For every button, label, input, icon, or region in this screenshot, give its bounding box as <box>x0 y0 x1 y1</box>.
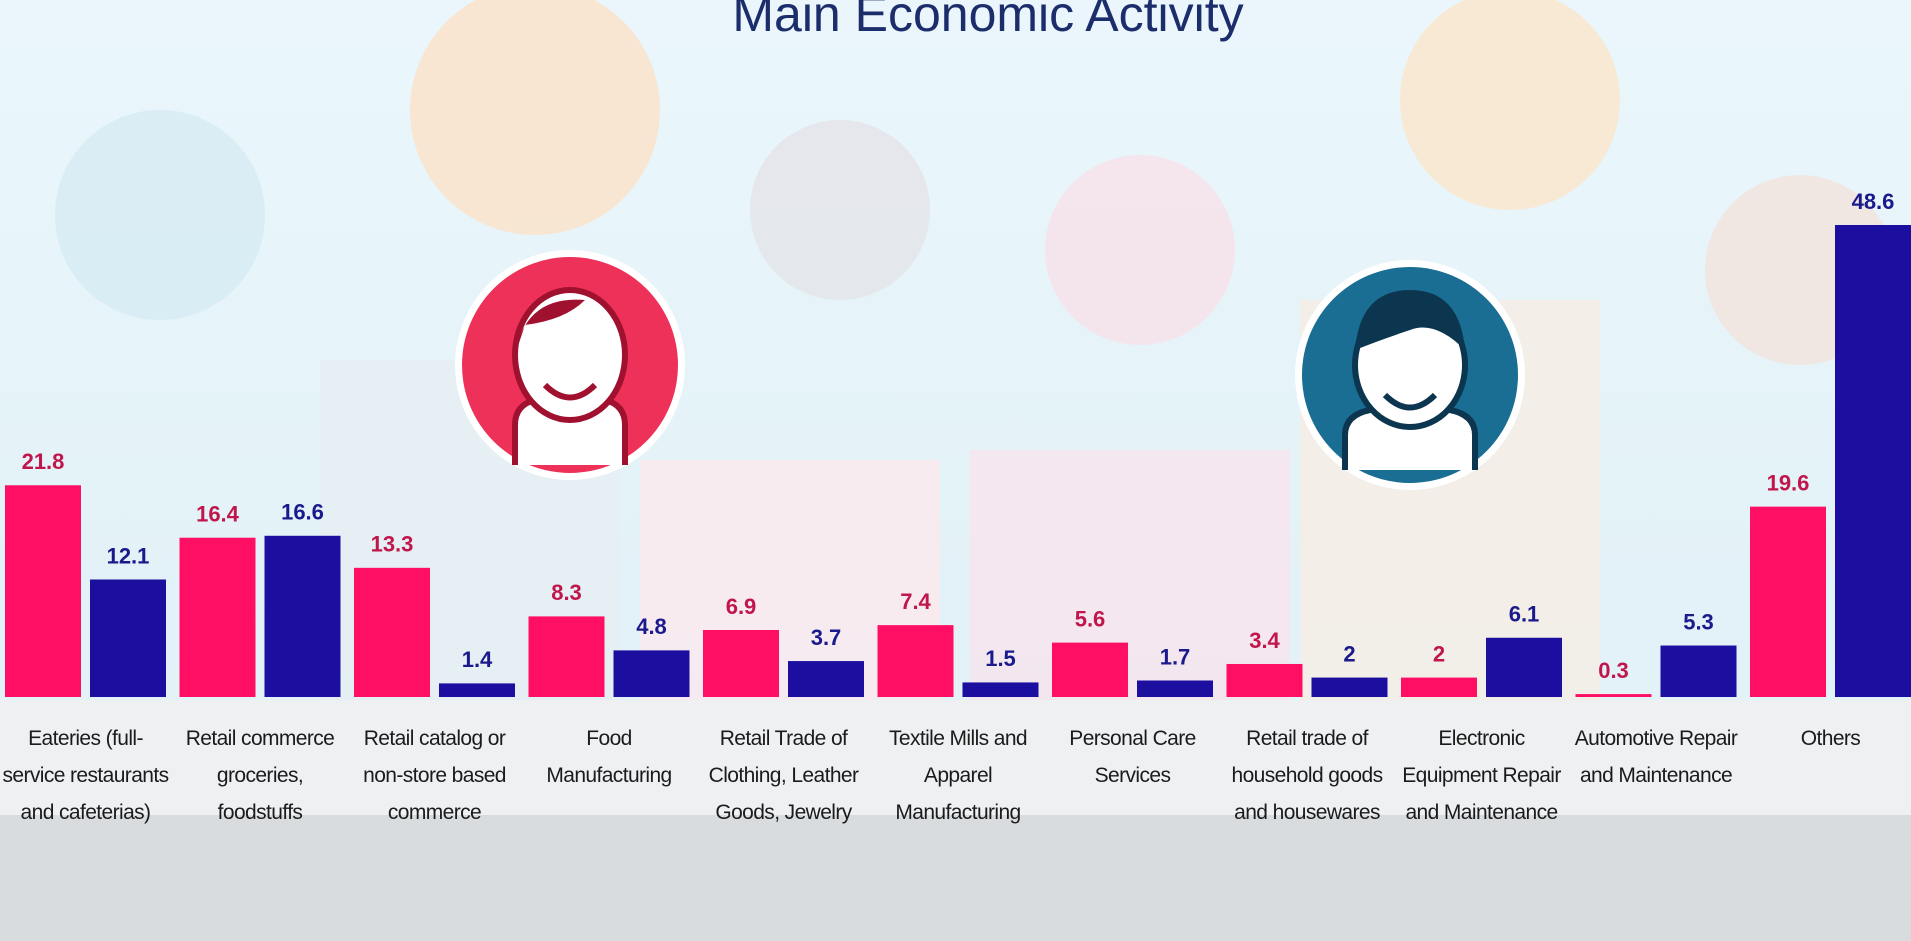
value-label: 16.6 <box>281 500 324 525</box>
bar <box>264 535 341 697</box>
value-label: 6.1 <box>1509 602 1540 627</box>
bar <box>1226 663 1303 697</box>
value-label: 19.6 <box>1767 470 1810 495</box>
value-label: 4.8 <box>636 614 667 639</box>
value-label: 1.7 <box>1160 644 1191 669</box>
bar <box>439 683 515 697</box>
value-label: 1.5 <box>985 646 1016 671</box>
value-label: 21.8 <box>22 449 65 474</box>
bar <box>5 485 81 697</box>
bar <box>1052 642 1128 697</box>
value-label: 2 <box>1433 641 1445 666</box>
x-tick-label: Automotive Repair and Maintenance <box>1574 727 1738 787</box>
bar <box>703 629 779 697</box>
x-tick-label: Retail Trade of Clothing, Leather Goods,… <box>708 727 859 824</box>
bar <box>1137 680 1213 697</box>
x-tick-label: Electronic Equipment Repair and Maintena… <box>1402 727 1561 824</box>
x-tick-label: Retail catalog or non-store based commer… <box>363 727 506 824</box>
value-label: 5.3 <box>1683 609 1714 634</box>
woman-icon <box>455 250 685 480</box>
x-tick-label: Eateries (full-service restaurants and c… <box>2 727 169 824</box>
bar <box>1750 506 1826 697</box>
x-tick-label: Retail commerce groceries, foodstuffs <box>185 727 335 824</box>
bar <box>179 537 256 697</box>
value-label: 0.3 <box>1598 658 1629 683</box>
bar <box>1575 694 1652 697</box>
x-tick-label: Retail trade of household goods and hous… <box>1231 727 1384 824</box>
bar <box>962 682 1039 697</box>
value-label: 48.6 <box>1852 189 1895 214</box>
bar <box>90 579 166 697</box>
x-tick-label: Personal Care Services <box>1069 727 1196 787</box>
value-label: 6.9 <box>726 594 757 619</box>
value-label: 2 <box>1343 641 1355 666</box>
x-tick-label: Textile Mills and Apparel Manufacturing <box>888 727 1028 824</box>
value-label: 3.7 <box>811 625 842 650</box>
bar <box>1486 637 1562 697</box>
bar <box>1660 645 1737 697</box>
man-icon <box>1295 260 1525 490</box>
bar <box>788 661 864 697</box>
bar <box>613 650 690 697</box>
value-label: 12.1 <box>107 543 150 568</box>
value-label: 3.4 <box>1249 628 1280 653</box>
bar <box>528 616 605 697</box>
x-tick-label: Others <box>1800 727 1861 750</box>
x-tick-label: Food Manufacturing <box>546 727 672 787</box>
bar <box>877 625 954 697</box>
value-label: 16.4 <box>196 502 240 527</box>
bar <box>1311 677 1388 697</box>
bar <box>1401 677 1477 697</box>
value-label: 5.6 <box>1075 606 1106 631</box>
bar <box>354 567 430 697</box>
value-label: 1.4 <box>462 647 493 672</box>
value-label: 7.4 <box>900 589 931 614</box>
chart-title: Main Economic Activity <box>732 0 1243 42</box>
bar <box>1835 225 1911 697</box>
value-label: 8.3 <box>551 580 582 605</box>
value-label: 13.3 <box>371 532 414 557</box>
